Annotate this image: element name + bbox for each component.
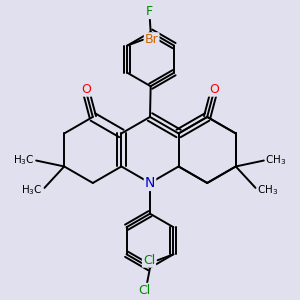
Text: $\mathregular{CH_3}$: $\mathregular{CH_3}$ (257, 184, 278, 197)
Text: Cl: Cl (143, 254, 155, 267)
Text: $\mathregular{H_3C}$: $\mathregular{H_3C}$ (13, 153, 34, 167)
Text: F: F (146, 5, 153, 18)
Text: Br: Br (145, 33, 158, 46)
Text: O: O (81, 83, 91, 96)
Text: $\mathregular{H_3C}$: $\mathregular{H_3C}$ (21, 184, 43, 197)
Text: O: O (209, 83, 219, 96)
Text: Cl: Cl (138, 284, 150, 297)
Text: $\mathregular{CH_3}$: $\mathregular{CH_3}$ (266, 153, 287, 167)
Text: N: N (145, 176, 155, 190)
